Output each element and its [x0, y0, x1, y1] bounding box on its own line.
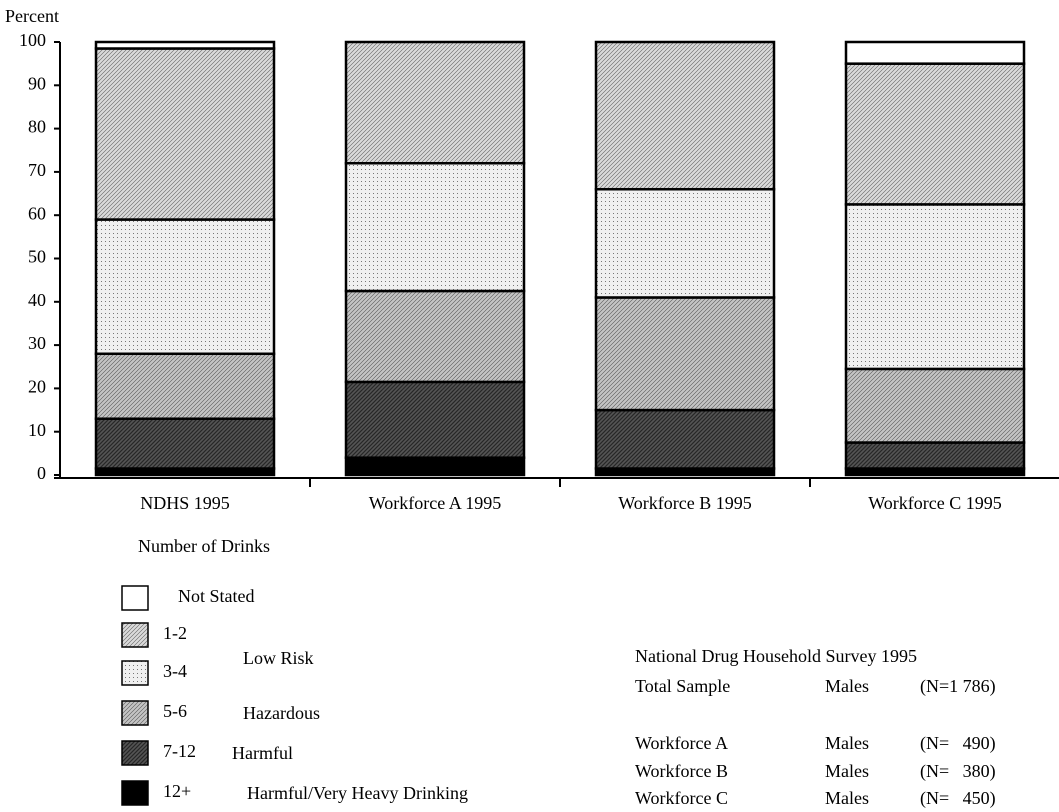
y-tick-label: 100	[19, 30, 46, 50]
y-tick-label: 0	[37, 463, 46, 483]
notes-cell: (N= 450)	[920, 788, 996, 809]
y-tick-label: 80	[28, 117, 46, 137]
legend-group: Harmful/Very Heavy Drinking	[247, 783, 468, 803]
notes-cell: Males	[825, 788, 869, 808]
y-tick-label: 50	[28, 247, 46, 267]
bar-segment	[344, 161, 526, 293]
legend-group: Harmful	[232, 743, 293, 763]
bar-segment	[594, 40, 776, 191]
legend-label: 1-2	[163, 623, 187, 643]
bar-segment	[94, 47, 276, 221]
y-tick-label: 90	[28, 73, 46, 93]
bar-segment	[844, 62, 1026, 206]
legend-label: 3-4	[163, 661, 187, 681]
legend-group: Low Risk	[243, 648, 314, 668]
bar-segment	[844, 203, 1026, 371]
bar-segment	[94, 352, 276, 420]
bar-segment	[344, 289, 526, 384]
bar-segment	[844, 40, 1026, 65]
bar-segment	[94, 218, 276, 356]
bar-segment	[94, 40, 276, 50]
y-axis-label: Percent	[5, 6, 59, 26]
notes-cell: (N= 490)	[920, 733, 996, 754]
x-tick-label: Workforce A 1995	[369, 493, 502, 513]
bar-segment	[594, 296, 776, 412]
legend-swatch	[121, 780, 149, 806]
x-tick-label: Workforce B 1995	[618, 493, 752, 513]
legend-group: Hazardous	[243, 703, 320, 723]
bar-segment	[344, 40, 526, 165]
x-tick-label: Workforce C 1995	[868, 493, 1002, 513]
notes-cell: Males	[825, 761, 869, 781]
legend-swatch	[121, 585, 149, 611]
notes-cell: Total Sample	[635, 676, 730, 696]
legend-swatch	[121, 660, 149, 686]
bar-segment	[94, 417, 276, 470]
y-tick-label: 30	[28, 333, 46, 353]
bar-segment	[594, 187, 776, 299]
bar-segment	[844, 441, 1026, 470]
notes-title: National Drug Household Survey 1995	[635, 646, 917, 666]
x-axis-label: Number of Drinks	[138, 536, 270, 556]
legend-swatch	[121, 740, 149, 766]
notes-cell: Males	[825, 676, 869, 696]
x-tick-label: NDHS 1995	[140, 493, 230, 513]
legend-label: 12+	[163, 781, 191, 801]
y-tick-label: 60	[28, 203, 46, 223]
bar-segment	[344, 380, 526, 459]
notes-cell: Workforce A	[635, 733, 728, 753]
y-tick-label: 40	[28, 290, 46, 310]
bar-segment	[844, 367, 1026, 444]
legend-label: 7-12	[163, 741, 196, 761]
bar-segment	[594, 408, 776, 470]
y-tick-label: 70	[28, 160, 46, 180]
notes-cell: (N=1 786)	[920, 676, 996, 697]
notes-cell: Workforce B	[635, 761, 728, 781]
y-tick-label: 20	[28, 377, 46, 397]
notes-cell: (N= 380)	[920, 761, 996, 782]
notes-cell: Males	[825, 733, 869, 753]
legend-swatch	[121, 622, 149, 648]
legend-swatch	[121, 700, 149, 726]
legend-label: 5-6	[163, 701, 187, 721]
y-tick-label: 10	[28, 420, 46, 440]
legend-label: Not Stated	[178, 586, 255, 606]
notes-cell: Workforce C	[635, 788, 728, 808]
bar-segment	[344, 456, 526, 477]
